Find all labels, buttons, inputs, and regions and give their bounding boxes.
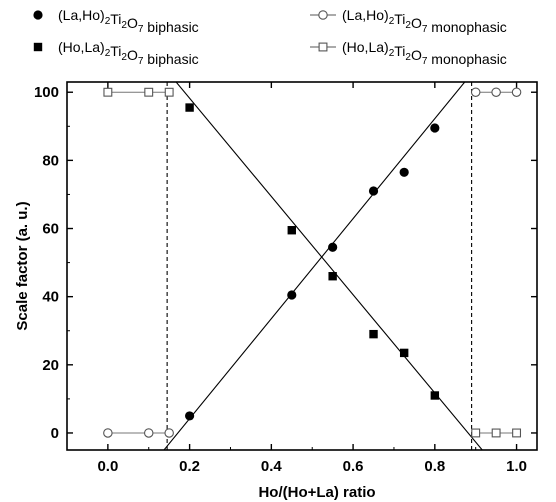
legend-text-part: O <box>127 15 138 31</box>
ho_la_monophasic_right-point <box>471 428 481 438</box>
legend-subscript: 2 <box>389 48 395 59</box>
legend-subscript: 2 <box>105 16 111 27</box>
legend-text-part: O <box>127 47 138 63</box>
legend-subscript: 7 <box>138 24 144 35</box>
x-tick-label: 0.2 <box>179 458 200 475</box>
y-tick-label: 20 <box>42 357 59 374</box>
y-tick-label: 40 <box>42 289 59 306</box>
legend-text-part: monophasic <box>427 51 506 67</box>
x-tick-label: 0.6 <box>343 458 364 475</box>
legend-subscript: 2 <box>105 48 111 59</box>
legend-label: (La,Ho)2Ti2O7 monophasic <box>342 7 507 35</box>
ho_la_monophasic_left-point <box>144 87 154 97</box>
plot-frame <box>66 81 538 451</box>
legend-text-part: Ti <box>110 43 121 59</box>
y-tick-label: 60 <box>42 221 59 238</box>
legend-text-part: Ti <box>394 43 405 59</box>
ho_la_biphasic-point <box>328 272 337 281</box>
ho_la_fit-line <box>175 82 484 450</box>
la_ho_monophasic_left-point <box>103 428 113 438</box>
legend-text-part: Ti <box>110 11 121 27</box>
x-axis-title: Ho/(Ho+La) ratio <box>258 484 375 501</box>
la_ho_biphasic-point <box>185 411 195 421</box>
y-axis-title: Scale factor (a. u.) <box>14 201 31 330</box>
legend-label: (La,Ho)2Ti2O7 biphasic <box>58 7 199 35</box>
la_ho_monophasic_right-point <box>470 87 481 97</box>
la_ho_biphasic-point <box>399 167 409 177</box>
legend-subscript: 7 <box>422 24 428 35</box>
la_ho_monophasic_right-point <box>511 87 522 97</box>
legend-text-part: biphasic <box>143 19 198 35</box>
legend-marker <box>318 42 328 52</box>
la_ho_monophasic_right-point <box>491 87 501 97</box>
ho_la_biphasic-point <box>430 391 440 400</box>
legend-label: (Ho,La)2Ti2O7 monophasic <box>342 39 507 67</box>
y-tick-label: 80 <box>42 152 59 169</box>
ho_la_biphasic-point <box>399 348 409 358</box>
ho_la_monophasic_left-point <box>103 87 113 97</box>
legend-subscript: 2 <box>405 20 411 31</box>
legend-item-ho_la_monophasic: (Ho,La)2Ti2O7 monophasic <box>310 39 507 67</box>
legend-subscript: 7 <box>138 56 144 67</box>
legend-marker <box>33 10 43 20</box>
x-tick-label: 0.0 <box>97 458 118 475</box>
legend-text-part: (La,Ho) <box>342 7 389 23</box>
legend-subscript: 2 <box>389 16 395 27</box>
legend: (La,Ho)2Ti2O7 biphasic(La,Ho)2Ti2O7 mono… <box>33 7 507 67</box>
ho_la_biphasic-point <box>287 226 296 235</box>
legend-marker <box>318 10 328 20</box>
legend-text-part: Ti <box>394 11 405 27</box>
la_ho_biphasic-point <box>328 242 338 252</box>
legend-text-part: (Ho,La) <box>342 39 389 55</box>
plot-area: 0.0 0.2 0.4 0.6 0.8 1.0 0 20 40 60 80 100 Ho/(Ho+La)… <box>14 81 538 501</box>
legend-subscript: 2 <box>405 52 411 63</box>
ho_la_monophasic_left-point <box>164 87 174 97</box>
legend-text-part: biphasic <box>143 51 198 67</box>
ho_la_monophasic_right-point <box>512 428 522 438</box>
legend-text-part: O <box>411 47 422 63</box>
legend-item-la_ho_biphasic: (La,Ho)2Ti2O7 biphasic <box>33 7 199 35</box>
legend-subscript: 2 <box>121 52 127 63</box>
y-tick-label: 100 <box>34 84 59 101</box>
ho_la_biphasic-point <box>369 329 378 339</box>
legend-text-part: O <box>411 15 422 31</box>
la_ho_biphasic-point <box>287 290 297 300</box>
legend-text-part: (La,Ho) <box>58 7 105 23</box>
legend-marker <box>33 42 43 52</box>
legend-label: (Ho,La)2Ti2O7 biphasic <box>58 39 199 67</box>
la_ho_monophasic_left-point <box>143 428 154 438</box>
ho_la_biphasic-point <box>185 103 194 112</box>
la_ho_biphasic-point <box>430 123 440 133</box>
la_ho_monophasic_left-point <box>164 428 174 438</box>
la_ho_biphasic-point <box>368 186 379 196</box>
legend-item-la_ho_monophasic: (La,Ho)2Ti2O7 monophasic <box>310 7 507 35</box>
legend-subscript: 7 <box>422 56 428 67</box>
y-tick-label: 0 <box>51 425 59 442</box>
x-tick-label: 0.4 <box>261 458 283 475</box>
legend-item-ho_la_biphasic: (Ho,La)2Ti2O7 biphasic <box>33 39 199 67</box>
legend-text-part: monophasic <box>427 19 506 35</box>
legend-subscript: 2 <box>121 20 127 31</box>
x-tick-label: 1.0 <box>506 458 527 475</box>
la_ho_fit-line <box>163 82 466 450</box>
x-tick-label: 0.8 <box>424 458 445 475</box>
ho_la_monophasic_right-point <box>491 428 501 438</box>
legend-text-part: (Ho,La) <box>58 39 105 55</box>
